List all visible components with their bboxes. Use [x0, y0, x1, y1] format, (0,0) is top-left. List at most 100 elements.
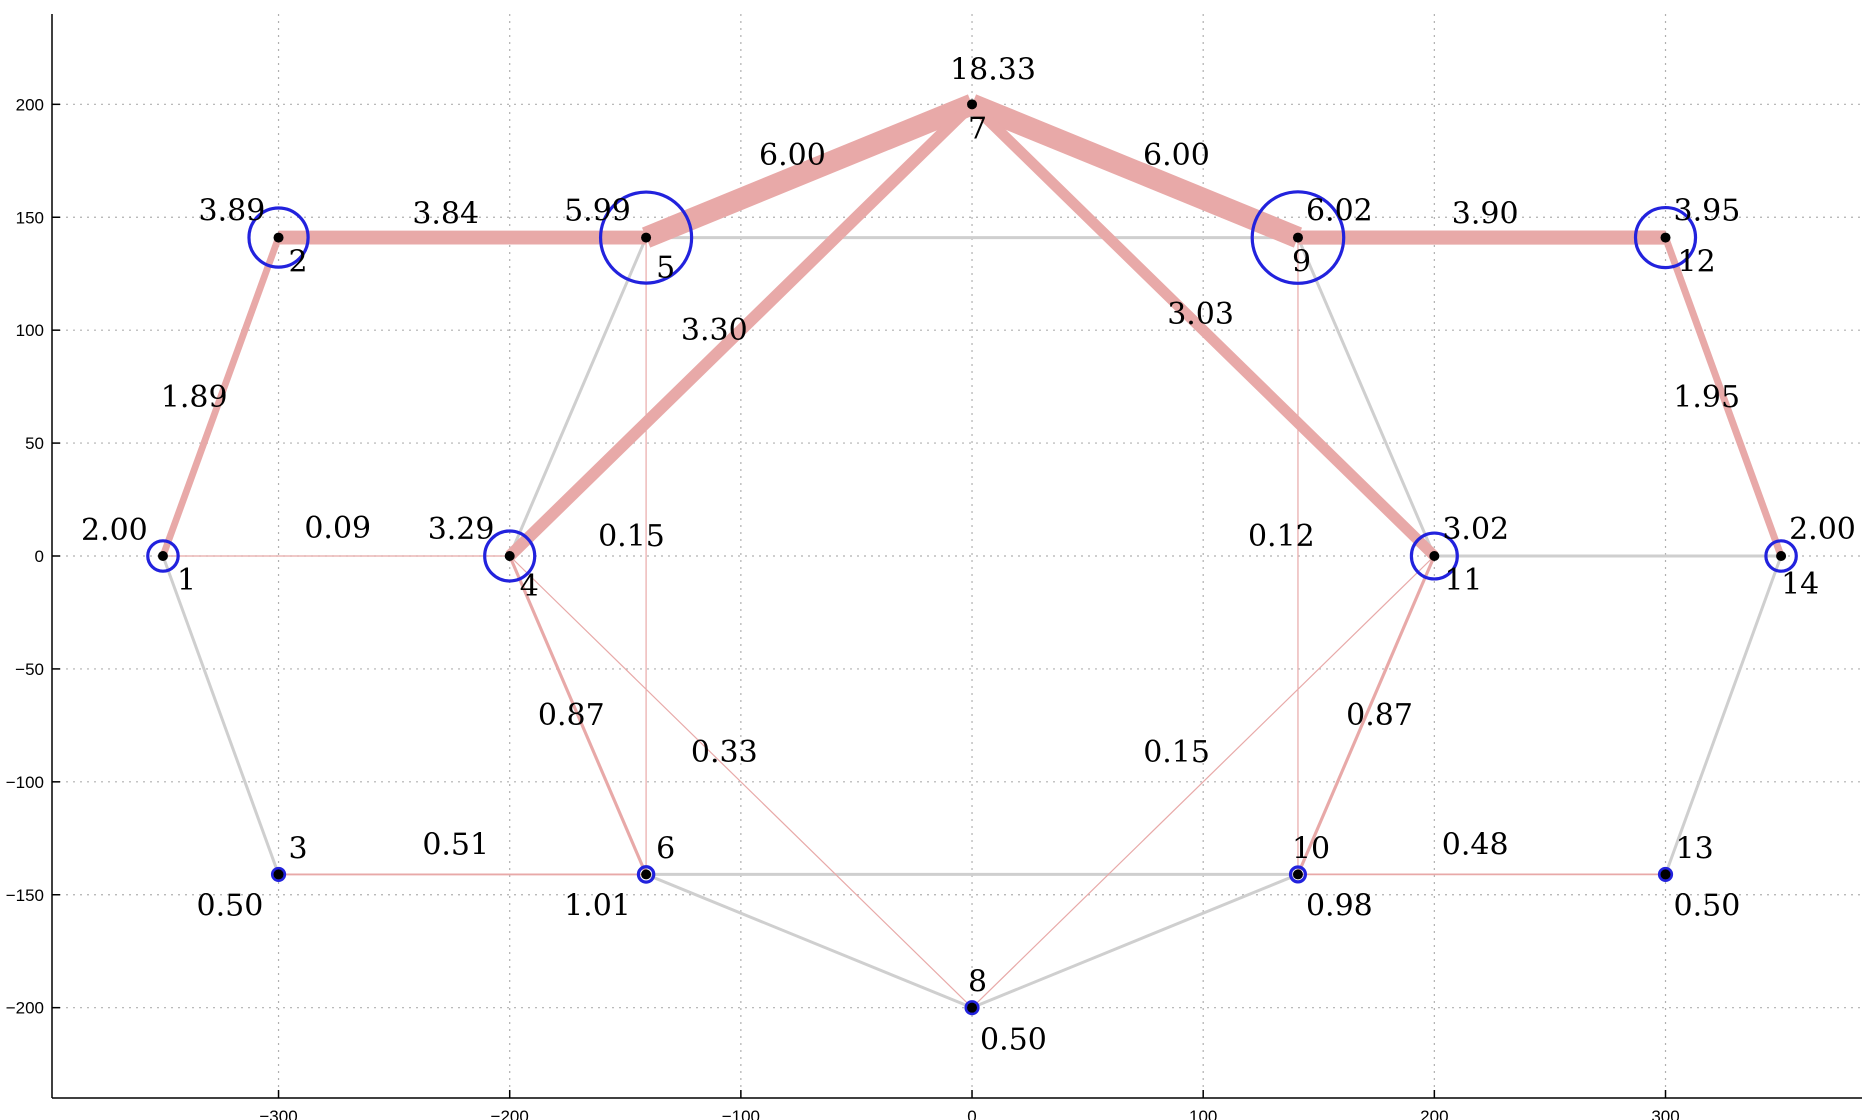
node-circles	[146, 190, 1798, 1016]
node-id-label: 12	[1678, 245, 1716, 280]
node-dot-13	[1660, 869, 1671, 880]
node-dot-9	[1292, 232, 1303, 243]
y-tick-label: 100	[16, 321, 44, 340]
inactive-edges	[161, 236, 1783, 1010]
node-value-label: 0.50	[197, 888, 264, 923]
inactive-edge-9-11	[1296, 236, 1436, 557]
inactive-edge-8-10	[971, 873, 1299, 1010]
node-id-label: 11	[1444, 563, 1482, 598]
x-tick-label: 300	[1651, 1107, 1679, 1120]
node-circle-13	[1657, 866, 1674, 883]
edge-flow-label: 0.15	[598, 519, 665, 554]
edge-flow-label: 0.48	[1442, 827, 1509, 862]
node-dot-11	[1429, 551, 1440, 561]
inactive-edge-1-3	[161, 555, 280, 875]
node-circle-4	[483, 529, 537, 583]
node-value-label: 3.89	[199, 194, 266, 229]
y-tick-label: 50	[25, 434, 44, 453]
edge-flow-label: 6.00	[759, 138, 826, 173]
edge-flow-label: 0.33	[691, 735, 758, 770]
node-value-label: 5.99	[564, 194, 631, 229]
node-circle-14	[1764, 539, 1798, 573]
edge-flow-label: 0.51	[422, 827, 489, 862]
y-tick-label: −150	[6, 886, 44, 905]
node-id-label: 4	[520, 569, 539, 604]
inactive-edge-4-5	[508, 236, 648, 557]
flow-edge-8-11	[971, 555, 1435, 1009]
edge-flow-label: 6.00	[1143, 138, 1210, 173]
node-dot-14	[1776, 551, 1787, 561]
node-circle-10	[1288, 865, 1308, 884]
node-id-label: 9	[1292, 245, 1311, 280]
flow-edge-4-6	[508, 555, 648, 876]
node-id-label: 14	[1781, 567, 1819, 602]
node-id-label: 6	[656, 831, 675, 866]
node-value-label: 2.00	[1789, 512, 1856, 547]
node-dot-4	[504, 551, 515, 561]
node-id-label: 8	[968, 965, 987, 1000]
axes: −300 −200 −100 0 100 200 300 200 150 100 50 0 −50 −10…	[6, 14, 1862, 1120]
edge-flow-label: 1.95	[1673, 380, 1740, 415]
x-tick-label: 0	[967, 1107, 976, 1120]
node-circle-12	[1633, 205, 1698, 270]
node-value-label: 18.33	[950, 52, 1036, 87]
node-value-label: 1.01	[564, 888, 631, 923]
node-dot-7	[967, 99, 978, 110]
flow-edge-7-11	[968, 100, 1439, 560]
node-dot-8	[967, 1002, 978, 1013]
flow-edge-7-9	[967, 94, 1303, 248]
edge-flow-label: 3.30	[681, 313, 748, 348]
edge-flow-label: 0.09	[304, 511, 371, 546]
x-tick-label: −300	[259, 1107, 297, 1120]
node-circle-6	[636, 865, 656, 884]
node-value-label: 3.95	[1674, 194, 1741, 229]
flow-edge-11-10	[1296, 555, 1436, 876]
node-id-label: 3	[289, 831, 308, 866]
node-id-label: 1	[177, 563, 196, 598]
x-tick-label: 200	[1420, 1107, 1448, 1120]
node-value-label: 0.50	[980, 1023, 1047, 1058]
node-dots	[157, 99, 1787, 1013]
edge-flow-label: 0.15	[1143, 735, 1210, 770]
edge-flow-label: 3.90	[1452, 197, 1519, 232]
node-id-label: 13	[1676, 831, 1714, 866]
node-id-label: 5	[656, 251, 675, 286]
node-circle-5	[598, 190, 694, 285]
node-value-label: 0.50	[1674, 888, 1741, 923]
node-dot-3	[273, 869, 284, 880]
node-value-label: 3.02	[1442, 512, 1509, 547]
flow-edge-12-14	[1662, 236, 1785, 558]
edge-flow-label: 0.87	[1346, 698, 1413, 733]
node-dot-2	[273, 232, 284, 243]
node-value-label: 6.02	[1306, 194, 1373, 229]
flow-edge-5-7	[642, 94, 977, 248]
node-id-label: 10	[1292, 831, 1330, 866]
node-dot-1	[157, 551, 168, 561]
node-id-label: 7	[968, 111, 987, 146]
y-tick-label: 150	[16, 208, 44, 227]
node-circle-9	[1250, 190, 1346, 285]
node-dot-12	[1660, 232, 1671, 243]
x-tick-label: 100	[1189, 1107, 1217, 1120]
node-circle-2	[247, 206, 310, 269]
node-dot-10	[1292, 869, 1303, 880]
x-tick-label: −200	[491, 1107, 529, 1120]
inactive-edge-13-14	[1664, 555, 1783, 875]
y-tick-label: −200	[6, 999, 44, 1018]
y-tick-label: −100	[6, 773, 44, 792]
y-tick-label: −50	[15, 660, 44, 679]
node-circle-11	[1409, 531, 1459, 581]
node-dot-5	[641, 232, 652, 243]
inactive-edge-6-8	[645, 873, 973, 1010]
edge-flow-label: 3.03	[1167, 297, 1234, 332]
y-tick-label: 200	[16, 95, 44, 114]
flow-edge-1-2	[159, 236, 282, 558]
flow-edge-4-8	[509, 555, 973, 1009]
node-circle-8	[964, 1000, 980, 1016]
x-tick-label: −100	[722, 1107, 760, 1120]
node-id-label: 2	[289, 245, 308, 280]
node-value-label: 0.98	[1306, 888, 1373, 923]
node-circle-1	[146, 539, 180, 573]
flow-edge-4-7	[505, 100, 977, 561]
